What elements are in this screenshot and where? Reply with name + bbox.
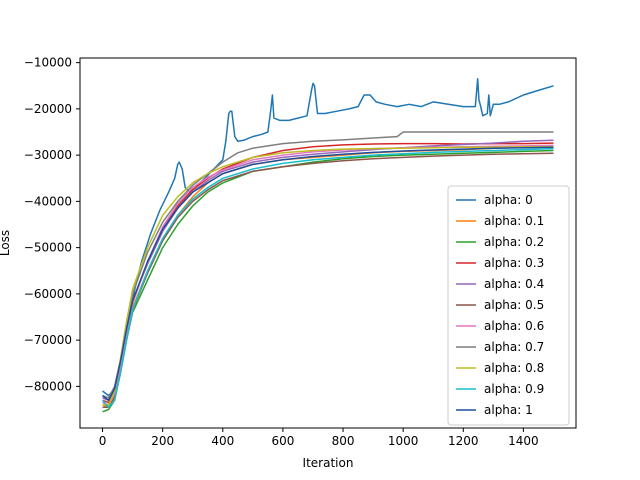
y-axis-ticks: −80000 −70000 −60000 −50000 −40000 −30000 −200…: [24, 56, 80, 393]
series-line-10: [102, 146, 554, 402]
y-tick-label: −40000: [24, 194, 72, 208]
x-tick-label: 800: [332, 434, 355, 448]
x-tick-label: 0: [99, 434, 107, 448]
series-line-0: [102, 78, 554, 397]
plot-frame: [79, 57, 577, 429]
x-axis-ticks: 0 200 400 600 800 1000 1200 1400: [99, 428, 539, 448]
legend-label: alpha: 0.2: [484, 235, 544, 249]
legend-label: alpha: 0.6: [484, 319, 544, 333]
plot-lines: [101, 78, 554, 413]
y-tick-label: −50000: [24, 241, 72, 255]
x-axis-label: Iteration: [303, 456, 354, 470]
legend-label: alpha: 0.9: [484, 382, 544, 396]
legend-label: alpha: 0: [484, 193, 533, 207]
legend: alpha: 0 alpha: 0.1 alpha: 0.2 alpha: 0.3 al…: [447, 185, 570, 426]
y-axis-label: Loss: [0, 230, 12, 256]
legend-label: alpha: 0.7: [484, 340, 544, 354]
x-tick-label: 1200: [448, 434, 479, 448]
y-tick-label: −60000: [24, 287, 72, 301]
x-tick-label: 1400: [508, 434, 539, 448]
y-tick-label: −10000: [24, 56, 72, 70]
y-tick-label: −30000: [24, 148, 72, 162]
series-line-8: [102, 146, 554, 406]
legend-label: alpha: 0.8: [484, 361, 544, 375]
legend-label: alpha: 0.3: [484, 256, 544, 270]
legend-label: alpha: 0.1: [484, 214, 544, 228]
y-tick-label: −70000: [24, 333, 72, 347]
x-tick-label: 200: [151, 434, 174, 448]
x-tick-label: 400: [211, 434, 234, 448]
y-tick-label: −80000: [24, 379, 72, 393]
legend-label: alpha: 1: [484, 403, 533, 417]
series-line-9: [101, 147, 554, 408]
legend-label: alpha: 0.5: [484, 298, 544, 312]
y-tick-label: −20000: [24, 102, 72, 116]
legend-box: [447, 185, 570, 426]
legend-label: alpha: 0.4: [484, 277, 544, 291]
x-tick-label: 600: [271, 434, 294, 448]
x-tick-label: 1000: [388, 434, 419, 448]
